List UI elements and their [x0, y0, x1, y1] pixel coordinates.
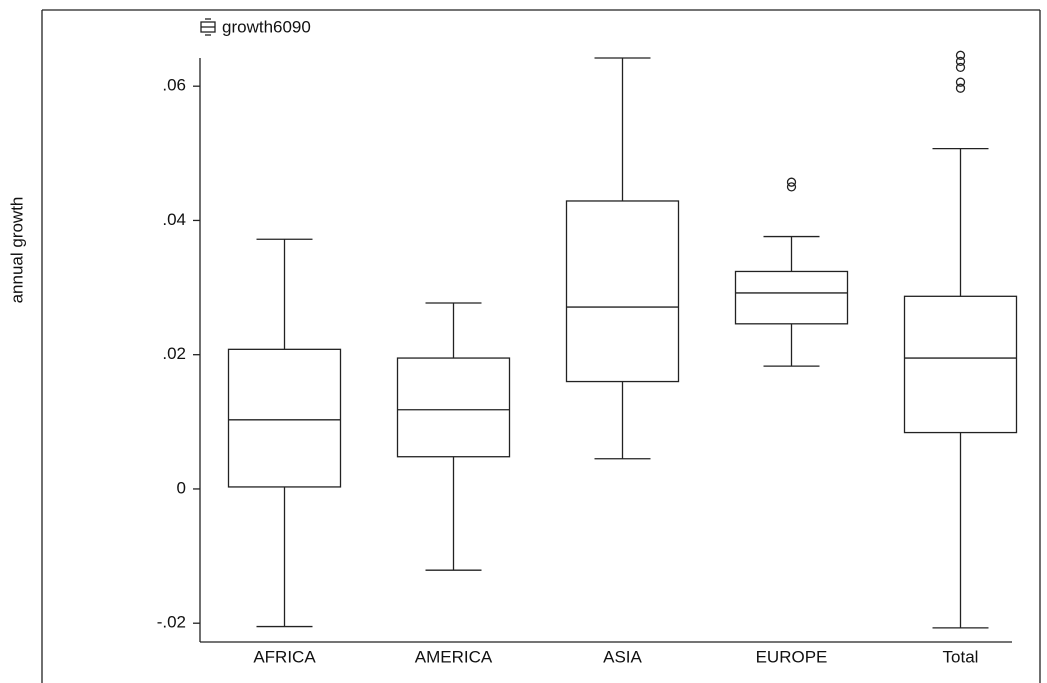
legend: growth6090 — [200, 17, 311, 36]
y-tick-label: .06 — [162, 76, 186, 95]
box — [396, 357, 511, 458]
x-tick-label: EUROPE — [756, 647, 828, 666]
outlier — [955, 77, 966, 87]
outlier — [955, 62, 966, 73]
outlier — [786, 182, 797, 192]
y-tick-label: -.02 — [157, 613, 186, 632]
x-tick-label: AMERICA — [415, 647, 493, 666]
box — [903, 295, 1018, 434]
outlier — [955, 83, 966, 93]
x-tick-label: Total — [943, 647, 979, 666]
box — [734, 270, 849, 325]
y-axis-label: annual growth — [7, 197, 26, 304]
box — [565, 200, 680, 383]
outlier — [786, 177, 797, 187]
box — [227, 348, 342, 488]
x-tick-label: AFRICA — [253, 647, 316, 666]
y-tick-label: 0 — [177, 478, 186, 497]
y-tick-label: .02 — [162, 344, 186, 363]
outlier — [955, 56, 966, 67]
legend-label: growth6090 — [222, 17, 311, 36]
y-tick-label: .04 — [162, 210, 186, 229]
outlier — [955, 50, 966, 60]
x-tick-label: ASIA — [603, 647, 642, 666]
